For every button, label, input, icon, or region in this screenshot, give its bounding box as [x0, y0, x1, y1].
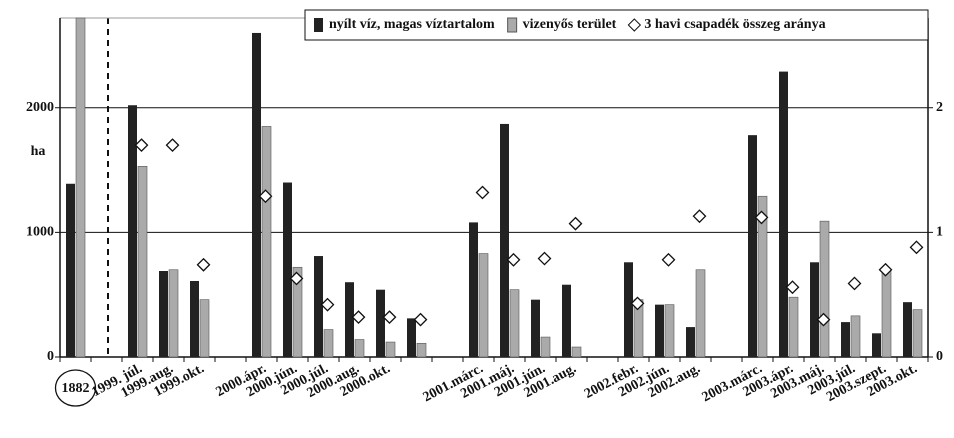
diamond-marker	[878, 262, 893, 277]
bar	[788, 296, 799, 358]
legend-box	[304, 9, 929, 41]
y2-tick-label: 0	[936, 349, 943, 364]
bar	[850, 315, 861, 358]
bar	[292, 266, 303, 358]
diamond-marker	[134, 138, 149, 153]
diamond-marker	[537, 251, 552, 266]
bar	[66, 183, 75, 357]
diamond-marker	[289, 271, 304, 286]
diamond-marker	[816, 312, 831, 327]
bar	[531, 299, 540, 357]
bar	[159, 271, 168, 357]
bar	[190, 280, 199, 357]
legend-marker	[627, 18, 642, 32]
bar	[407, 318, 416, 357]
bar	[695, 269, 706, 358]
diamond-marker	[196, 257, 211, 272]
bar	[168, 269, 179, 358]
legend: nyílt víz, magas víztartalom vizenyős ter…	[304, 9, 929, 41]
legend-marker	[507, 17, 518, 33]
y-axis-label: ha	[31, 144, 46, 159]
diamond-marker	[847, 276, 862, 291]
y2-tick-label: 2	[936, 100, 943, 115]
bar	[562, 284, 571, 357]
y-tick-label: 1000	[26, 225, 54, 240]
bar	[655, 304, 664, 357]
bar	[252, 32, 261, 358]
bar	[500, 123, 509, 357]
bar	[478, 253, 489, 358]
diamond-marker	[909, 240, 924, 255]
bar	[199, 299, 210, 358]
bar	[664, 304, 675, 358]
bar	[757, 195, 768, 358]
bar	[75, 17, 86, 358]
y2-tick-label: 1	[936, 225, 943, 240]
diamond-marker	[351, 310, 366, 325]
y-tick-label: 0	[47, 349, 54, 364]
bar	[810, 262, 819, 357]
diamond-marker	[754, 210, 769, 225]
diamond-marker	[413, 312, 428, 327]
bar	[748, 135, 757, 357]
diamond-marker	[692, 209, 707, 224]
legend-label: nyílt víz, magas víztartalom	[329, 17, 495, 32]
diamond-marker	[661, 252, 676, 267]
bar	[137, 166, 148, 358]
bar	[624, 262, 633, 357]
bar	[571, 346, 582, 358]
x-tick-label: 1882	[62, 381, 90, 396]
diamond-marker	[506, 252, 521, 267]
diamond-marker	[320, 297, 335, 312]
bar	[872, 333, 881, 357]
diamond-marker	[258, 189, 273, 204]
bar	[903, 302, 912, 357]
bar	[416, 342, 427, 358]
legend-marker	[314, 18, 323, 32]
bar	[912, 309, 923, 358]
bar	[540, 336, 551, 358]
diamond-marker	[382, 310, 397, 325]
bar	[779, 71, 788, 357]
legend-label: 3 havi csapadék összeg aránya	[644, 17, 825, 32]
bar	[283, 182, 292, 357]
bar	[354, 339, 365, 358]
diamond-marker	[568, 216, 583, 231]
bar	[345, 282, 354, 357]
bar	[686, 327, 695, 357]
bar	[385, 341, 396, 358]
bar	[128, 105, 137, 357]
bar	[509, 289, 520, 358]
y-tick-label: 2000	[26, 100, 54, 115]
bar	[261, 126, 272, 358]
bar	[469, 222, 478, 357]
bar	[376, 289, 385, 357]
diamond-marker	[165, 138, 180, 153]
highlight-circle	[54, 369, 97, 407]
diamond-marker	[630, 296, 645, 311]
legend-label: vizenyős terület	[523, 17, 617, 32]
diamond-marker	[785, 280, 800, 295]
bar	[881, 270, 892, 358]
bar	[323, 329, 334, 358]
bar	[819, 220, 830, 358]
bar	[841, 322, 850, 357]
diamond-marker	[475, 185, 490, 200]
bar	[314, 256, 323, 357]
